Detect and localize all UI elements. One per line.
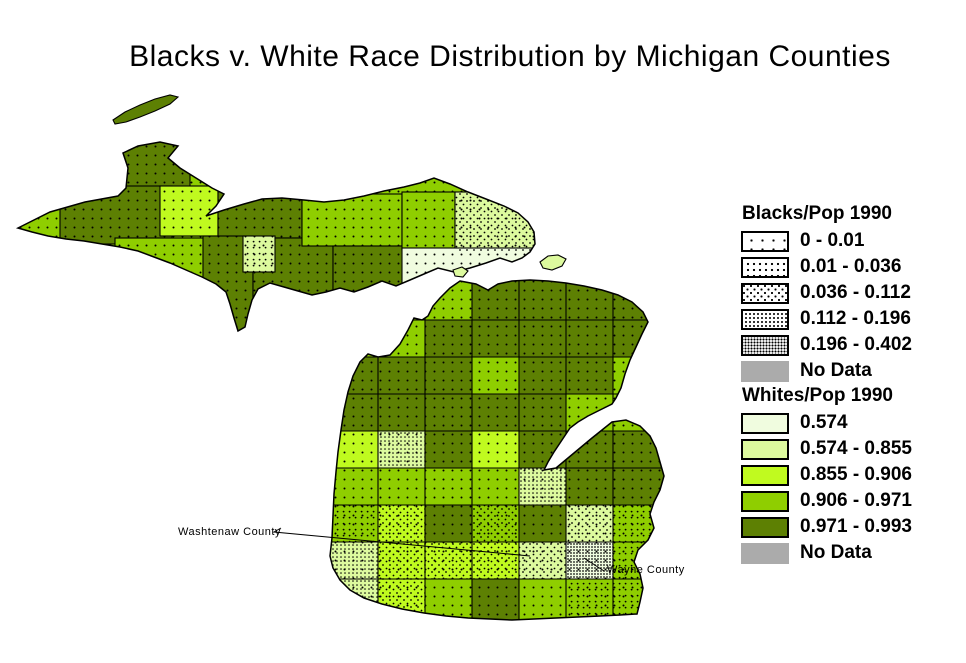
legend-item: 0.906 - 0.971 xyxy=(741,488,966,514)
legend-header-whites: Whites/Pop 1990 xyxy=(742,385,893,406)
legend-item: 0.112 - 0.196 xyxy=(741,306,966,332)
legend-item: 0.574 - 0.855 xyxy=(741,436,966,462)
legend-header-blacks: Blacks/Pop 1990 xyxy=(742,203,892,224)
legend-item: No Data xyxy=(741,540,966,566)
legend-item: 0.036 - 0.112 xyxy=(741,280,966,306)
legend-item: 0.01 - 0.036 xyxy=(741,254,966,280)
legend-swatch-dots-dense xyxy=(741,308,789,330)
legend-item: No Data xyxy=(741,358,966,384)
isle-royale xyxy=(112,94,180,125)
upper-peninsula-outline xyxy=(15,141,536,333)
legend-swatch-dots-grid xyxy=(741,334,789,356)
legend-swatch-white-3 xyxy=(741,464,789,486)
wayne-leader-line xyxy=(583,557,605,572)
legend-swatch-no-data xyxy=(741,360,789,382)
legend-swatch-dots-medium xyxy=(741,256,789,278)
drummond-island xyxy=(539,254,567,271)
legend-swatch-dots-sparse xyxy=(741,230,789,252)
legend-item: 0.196 - 0.402 xyxy=(741,332,966,358)
legend-swatch-white-1 xyxy=(741,412,789,434)
legend-item: 0.855 - 0.906 xyxy=(741,462,966,488)
washtenaw-leader-line xyxy=(272,527,531,557)
annotation-wayne-county: Wayne County xyxy=(607,564,685,576)
legend-swatch-white-4 xyxy=(741,490,789,512)
legend-swatch-dots-diamond xyxy=(741,282,789,304)
page-title: Blacks v. White Race Distribution by Mic… xyxy=(129,40,891,73)
beaver-island xyxy=(452,266,469,278)
legend-item: 0.574 xyxy=(741,410,966,436)
legend-item: 0.971 - 0.993 xyxy=(741,514,966,540)
legend-swatch-white-2 xyxy=(741,438,789,460)
lower-peninsula-outline xyxy=(329,279,665,621)
legend-swatch-white-5 xyxy=(741,516,789,538)
legend-swatch-no-data xyxy=(741,542,789,564)
annotation-washtenaw-county: Washtenaw County xyxy=(178,526,281,538)
legend: Blacks/Pop 1990 0 - 0.01 0.01 - 0.036 0.… xyxy=(741,202,966,566)
legend-item: 0 - 0.01 xyxy=(741,228,966,254)
